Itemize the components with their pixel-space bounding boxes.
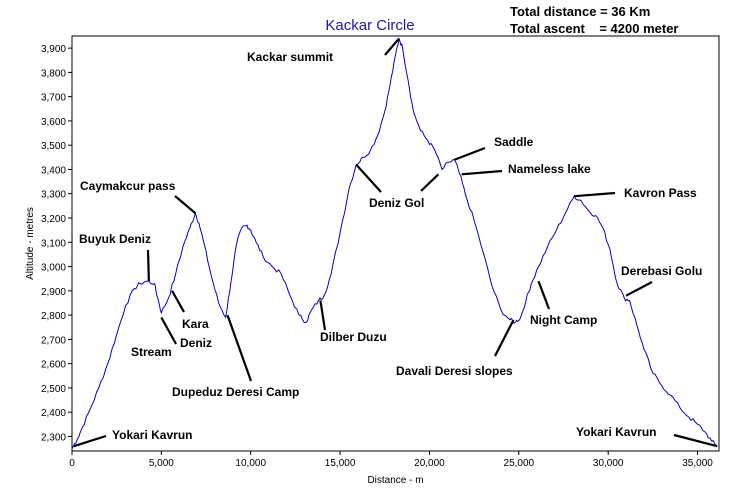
y-tick-label: 2,400 [41,408,66,419]
x-axis-label: Distance - m [367,475,423,486]
annotation-label: Kackar summit [247,50,333,64]
annotation-leader [171,290,185,313]
annotation-label: Nameless lake [508,162,591,176]
y-tick-label: 3,200 [41,214,66,225]
annotation-leader [454,146,486,161]
annotation-leader [226,314,253,382]
annotation-label: Night Camp [530,313,597,327]
y-tick-label: 3,500 [41,141,66,152]
y-tick-label: 2,600 [41,360,66,371]
annotation-leader [160,316,177,345]
annotation-leader [494,319,515,357]
annotation-leader [384,37,400,56]
annotation-leader [355,163,382,193]
annotation-leader [625,281,653,297]
annotation-label: Dupeduz Deresi Camp [172,385,299,399]
annotation-label: Caymakcur pass [80,179,176,193]
annotation-leader [537,280,551,310]
y-tick-label: 3,700 [41,93,66,104]
y-tick-label: 2,700 [41,335,66,346]
annotation-label: Yokari Kavrun [112,428,192,442]
x-tick-label: 15,000 [325,458,356,469]
y-tick-label: 3,000 [41,263,66,274]
elevation-line [71,38,718,449]
trip-stats: Total distance = 36 Km Total ascent = 42… [510,3,678,37]
total-distance-text: Total distance = 36 Km [510,4,651,19]
annotation-label: Stream [131,345,172,359]
chart-title: Kackar Circle [325,17,414,34]
annotation-label: Buyuk Deniz [79,232,151,246]
annotation-leader [673,433,718,448]
annotation-label: Davali Deresi slopes [396,364,513,378]
x-tick-label: 25,000 [504,458,535,469]
y-tick-label: 3,800 [41,68,66,79]
y-tick-label: 3,600 [41,117,66,128]
plot-frame [71,35,720,452]
x-tick-label: 5,000 [149,458,174,469]
y-axis-label: Altitude - metres [25,207,36,280]
annotation-leader [574,191,616,198]
y-tick-label: 2,300 [41,432,66,443]
annotation-leader [461,169,503,176]
x-tick-label: 20,000 [414,458,445,469]
annotation-label: Kavron Pass [624,186,697,200]
y-tick-label: 2,900 [41,287,66,298]
x-tick-label: 30,000 [593,458,624,469]
annotation-leader [174,195,197,215]
annotation-label: Saddle [494,135,534,149]
annotation-leader [319,300,327,331]
x-tick-label: 10,000 [235,458,266,469]
annotation-label: Yokari Kavrun [576,425,656,439]
annotation-leader [73,434,107,448]
x-tick-label: 0 [69,458,75,469]
annotation-leader [146,249,150,282]
annotation-label: Derebasi Golu [621,264,702,278]
annotation-leader [420,173,440,192]
annotation-label: Dilber Duzu [320,330,387,344]
annotation-label: Kara Deniz [180,317,212,350]
total-ascent-text: Total ascent = 4200 meter [510,21,679,36]
annotation-label: Deniz Gol [369,196,424,210]
y-tick-label: 2,800 [41,311,66,322]
y-tick-label: 2,500 [41,384,66,395]
y-tick-label: 3,400 [41,165,66,176]
y-tick-label: 3,100 [41,238,66,249]
y-tick-label: 3,900 [41,44,66,55]
x-tick-label: 35,000 [682,458,713,469]
y-tick-label: 3,300 [41,190,66,201]
